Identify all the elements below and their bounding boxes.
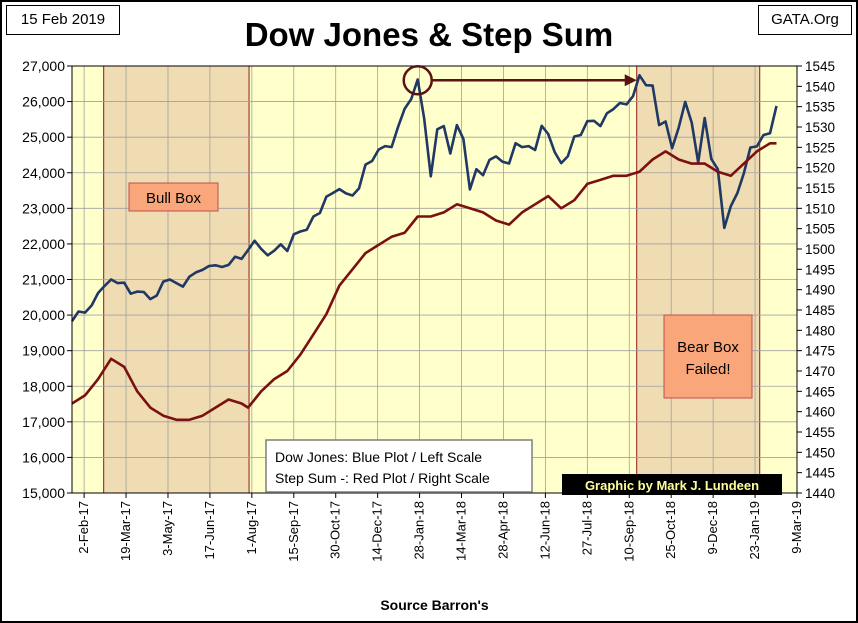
right-axis-tick-label: 1460 <box>805 405 835 420</box>
right-axis-tick-label: 1535 <box>805 100 835 115</box>
right-axis-tick-label: 1445 <box>805 466 835 481</box>
x-axis-tick-label: 28-Apr-18 <box>495 501 510 559</box>
x-axis-tick-label: 14-Mar-18 <box>454 501 469 561</box>
left-axis-tick-label: 24,000 <box>22 165 65 181</box>
x-axis-tick-label: 2-Feb-17 <box>76 501 91 554</box>
legend-line-stepsum: Step Sum -: Red Plot / Right Scale <box>275 470 490 486</box>
x-axis-tick-label: 12-Jun-18 <box>537 501 552 560</box>
axis-layer: 15,000 16,000 17,000 18,000 19,000 20,000 21,0… <box>22 58 835 613</box>
left-axis-tick-label: 22,000 <box>22 236 65 252</box>
right-axis-tick-label: 1455 <box>805 425 835 440</box>
left-axis-tick-label: 27,000 <box>22 58 65 74</box>
right-axis-tick-label: 1450 <box>805 445 835 460</box>
annotation-layer: Bull Box Bear Box Failed! Dow Jones: Blue P… <box>128 64 782 495</box>
x-axis-tick-label: 28-Jan-18 <box>412 501 427 560</box>
left-axis-tick-label: 19,000 <box>22 343 65 359</box>
x-axis-tick-label: 27-Jul-18 <box>579 501 594 555</box>
step-sum-line <box>71 142 777 422</box>
credit-bar <box>562 474 782 495</box>
dow-jones-line <box>70 74 778 322</box>
x-axis-tick-label: 9-Dec-18 <box>705 501 720 554</box>
left-axis-tick-label: 26,000 <box>22 94 65 110</box>
bull-box-label-bg <box>128 182 219 212</box>
left-axis-tick-label: 15,000 <box>22 485 65 501</box>
date-label: 15 Feb 2019 <box>6 5 120 35</box>
legend-box <box>265 439 533 493</box>
bear-box-label-line1: Bear Box <box>677 339 739 356</box>
right-axis-tick-label: 1515 <box>805 181 835 196</box>
right-axis-tick-label: 1485 <box>805 303 835 318</box>
left-axis-tick-label: 18,000 <box>22 378 65 394</box>
chart-title: Dow Jones & Step Sum <box>244 16 614 53</box>
x-axis-tick-label: 1-Aug-17 <box>244 501 259 554</box>
bear-box-label-line2: Failed! <box>685 361 730 378</box>
x-axis-tick-label: 14-Dec-17 <box>370 501 385 562</box>
bull-box-label: Bull Box <box>146 190 202 207</box>
x-axis-tick-label: 19-Mar-17 <box>118 501 133 561</box>
x-axis-tick-label: 25-Oct-18 <box>663 501 678 559</box>
right-axis-tick-label: 1470 <box>805 364 835 379</box>
right-axis-tick-label: 1545 <box>805 59 835 74</box>
x-axis-tick-label: 10-Sep-18 <box>621 501 636 562</box>
bear-box-label-bg <box>663 314 753 399</box>
right-axis-tick-label: 1500 <box>805 242 835 257</box>
right-axis-tick-label: 1490 <box>805 283 835 298</box>
x-axis-tick-label: 15-Sep-17 <box>286 501 301 562</box>
right-axis-tick-label: 1520 <box>805 161 835 176</box>
right-axis-tick-label: 1480 <box>805 323 835 338</box>
right-axis-tick-label: 1495 <box>805 262 835 277</box>
x-axis-title: Source Barron's <box>380 597 489 613</box>
right-axis-tick-label: 1530 <box>805 120 835 135</box>
x-axis-tick-label: 3-May-17 <box>160 501 175 556</box>
plot-border <box>71 65 798 494</box>
left-axis-tick-label: 23,000 <box>22 200 65 216</box>
right-axis-tick-label: 1525 <box>805 140 835 155</box>
right-axis-tick-label: 1510 <box>805 201 835 216</box>
right-axis-tick-label: 1465 <box>805 384 835 399</box>
right-axis-tick-label: 1440 <box>805 486 835 501</box>
left-axis-tick-label: 20,000 <box>22 307 65 323</box>
x-axis-tick-label: 17-Jun-17 <box>202 501 217 560</box>
legend-line-dow: Dow Jones: Blue Plot / Left Scale <box>275 449 482 465</box>
right-axis-tick-label: 1540 <box>805 79 835 94</box>
x-axis-tick-label: 23-Jan-19 <box>747 501 762 560</box>
left-axis-tick-label: 21,000 <box>22 272 65 288</box>
right-axis-tick-label: 1505 <box>805 222 835 237</box>
left-axis-tick-label: 17,000 <box>22 414 65 430</box>
source-label: GATA.Org <box>758 5 852 35</box>
left-axis-tick-label: 25,000 <box>22 129 65 145</box>
left-axis-tick-label: 16,000 <box>22 449 65 465</box>
x-axis-tick-label: 30-Oct-17 <box>328 501 343 559</box>
series-layer <box>70 74 778 422</box>
credit-label: Graphic by Mark J. Lundeen <box>585 478 759 493</box>
x-axis-tick-label: 9-Mar-19 <box>789 501 804 554</box>
right-axis-tick-label: 1475 <box>805 344 835 359</box>
peak-arrow-head <box>624 74 637 87</box>
